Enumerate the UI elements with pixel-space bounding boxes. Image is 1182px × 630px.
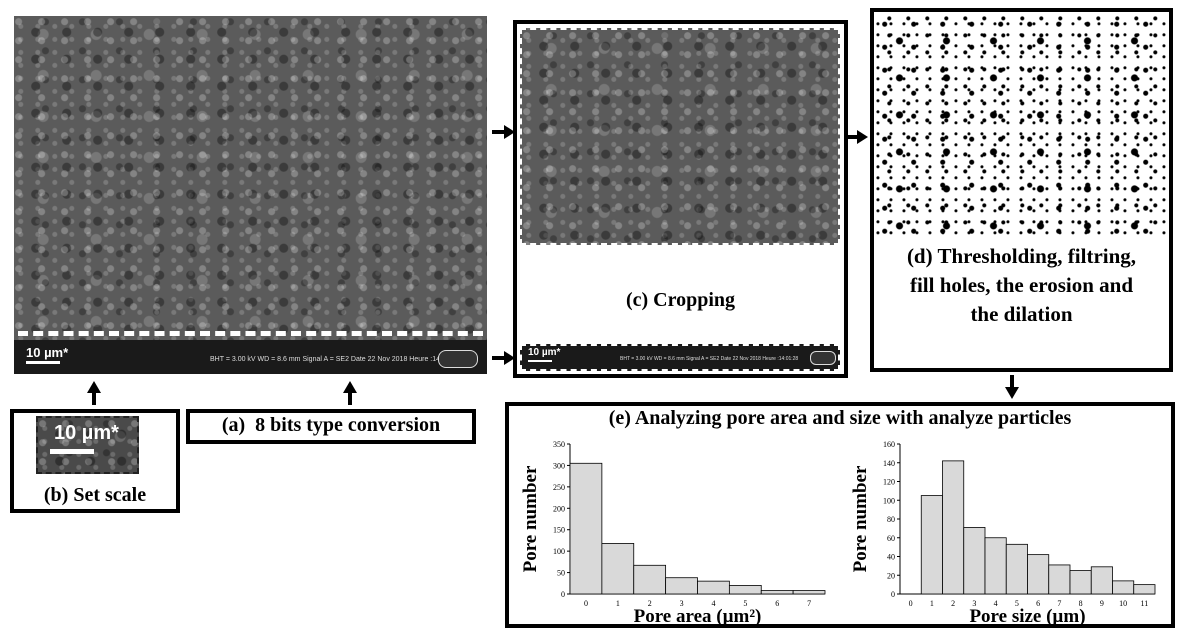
histogram-bar	[1027, 554, 1050, 595]
histogram-bar	[601, 543, 635, 595]
arrow-a-to-c-bottom	[492, 351, 515, 365]
x-tick-label: 3	[680, 599, 684, 608]
histogram-bar	[728, 585, 762, 595]
sem-image-original	[14, 16, 487, 374]
x-tick-label: 1	[930, 599, 934, 608]
x-tick-label: 7	[807, 599, 811, 608]
x-tick-label: 6	[1036, 599, 1040, 608]
y-tick-label: 140	[883, 459, 895, 468]
y-tick-label: 0	[561, 590, 565, 599]
scale-bar-b	[50, 449, 94, 454]
x-tick-label: 5	[1015, 599, 1019, 608]
y-tick-label: 300	[553, 461, 565, 470]
scale-bar-label-a: 10 µm*	[26, 345, 69, 360]
histogram-bar	[1005, 543, 1028, 595]
arrow-up-to-a-label	[343, 381, 357, 405]
arrow-a-to-c-top	[492, 125, 515, 139]
x-tick-label: 4	[711, 599, 715, 608]
histogram-bar	[665, 577, 698, 595]
x-axis-label: Pore size (µm)	[969, 606, 1085, 626]
panel-b-label: (b) Set scale	[43, 484, 147, 506]
x-tick-label: 9	[1100, 599, 1104, 608]
panel-a-label-box	[186, 409, 476, 444]
histogram-bar	[984, 537, 1007, 595]
x-tick-label: 3	[972, 599, 976, 608]
y-tick-label: 50	[557, 569, 565, 578]
scale-bar-label-c: 10 µm*	[528, 347, 561, 358]
panel-d-label-line2: fill holes, the erosion and	[909, 273, 1134, 297]
y-axis-label: Pore number	[850, 465, 871, 572]
y-tick-label: 160	[883, 440, 895, 449]
y-tick-label: 120	[883, 478, 895, 487]
scale-bar-a	[26, 361, 60, 364]
y-tick-label: 200	[553, 504, 565, 513]
y-tick-label: 350	[553, 440, 565, 449]
histogram-bar	[760, 590, 794, 595]
y-tick-label: 60	[887, 534, 895, 543]
x-tick-label: 4	[994, 599, 998, 608]
x-tick-label: 0	[584, 599, 588, 608]
x-tick-label: 1	[616, 599, 620, 608]
panel-d-label-line1: (d) Thresholding, filtring,	[906, 244, 1137, 268]
sem-info-bar	[14, 340, 487, 374]
x-tick-label: 8	[1079, 599, 1083, 608]
x-tick-label: 7	[1057, 599, 1061, 608]
x-tick-label: 2	[648, 599, 652, 608]
histogram-bar	[942, 460, 965, 595]
y-tick-label: 20	[887, 571, 895, 580]
arrow-d-to-e	[1005, 375, 1019, 399]
histogram-bar	[1069, 570, 1092, 595]
scale-bar-label-b: 10 µm*	[54, 422, 119, 444]
panel-e-title: (e) Analyzing pore area and size with an…	[608, 407, 1072, 429]
arrow-up-to-b	[87, 381, 101, 405]
sem-logo-c	[810, 351, 836, 365]
histogram-bar	[963, 527, 986, 595]
sem-info-text-c: BHT = 3.00 kV WD = 8.6 mm Signal A = SE2…	[620, 356, 799, 362]
y-tick-label: 100	[883, 496, 895, 505]
sem-logo-a	[438, 350, 478, 368]
x-tick-label: 2	[951, 599, 955, 608]
sem-info-text-a: BHT = 3.00 kV WD = 8.6 mm Signal A = SE2…	[210, 356, 460, 363]
histogram-bar	[920, 495, 943, 595]
pore-area-histogram: 0 50 100 150 200 250 300 350 0 1 2 3 4 5 6 7 Pore area (…	[520, 440, 826, 626]
x-tick-label: 11	[1141, 599, 1149, 608]
histogram-bar	[1133, 584, 1156, 595]
dashed-separator-line	[18, 331, 483, 336]
cropped-sem-image	[520, 28, 840, 245]
y-tick-label: 40	[887, 553, 895, 562]
panel-a-label: (a) 8 bits type conversion	[221, 414, 441, 436]
histogram-bar	[1048, 564, 1071, 595]
y-tick-label: 250	[553, 483, 565, 492]
set-scale-crop-image	[36, 416, 139, 474]
x-tick-label: 0	[909, 599, 913, 608]
y-tick-label: 0	[891, 590, 895, 599]
histogram-bar	[697, 580, 730, 595]
arrow-c-to-d	[845, 130, 868, 144]
histogram-bar	[569, 462, 603, 595]
y-tick-label: 80	[887, 515, 895, 524]
histogram-bar	[633, 564, 667, 595]
x-tick-label: 5	[743, 599, 747, 608]
panel-d-label-line3: the dilation	[970, 302, 1073, 326]
y-tick-label: 150	[553, 526, 565, 535]
cropped-info-bar	[520, 344, 840, 371]
x-axis-label: Pore area (µm²)	[634, 606, 762, 626]
x-tick-label: 6	[775, 599, 779, 608]
histogram-bar	[792, 590, 826, 595]
y-tick-label: 100	[553, 547, 565, 556]
binary-threshold-image	[876, 15, 1167, 237]
histogram-bar	[1090, 566, 1113, 595]
scale-bar-c	[528, 360, 552, 362]
x-tick-label: 10	[1119, 599, 1127, 608]
panel-c-label: (c) Cropping	[625, 289, 736, 311]
pore-size-histogram: 0 20 40 60 80 100 120 140 160 0 1 2 3 4 5 6 7 8 9 10 11 Pore …	[850, 440, 1156, 626]
histogram-bar	[1112, 580, 1135, 595]
y-axis-label: Pore number	[520, 465, 541, 572]
